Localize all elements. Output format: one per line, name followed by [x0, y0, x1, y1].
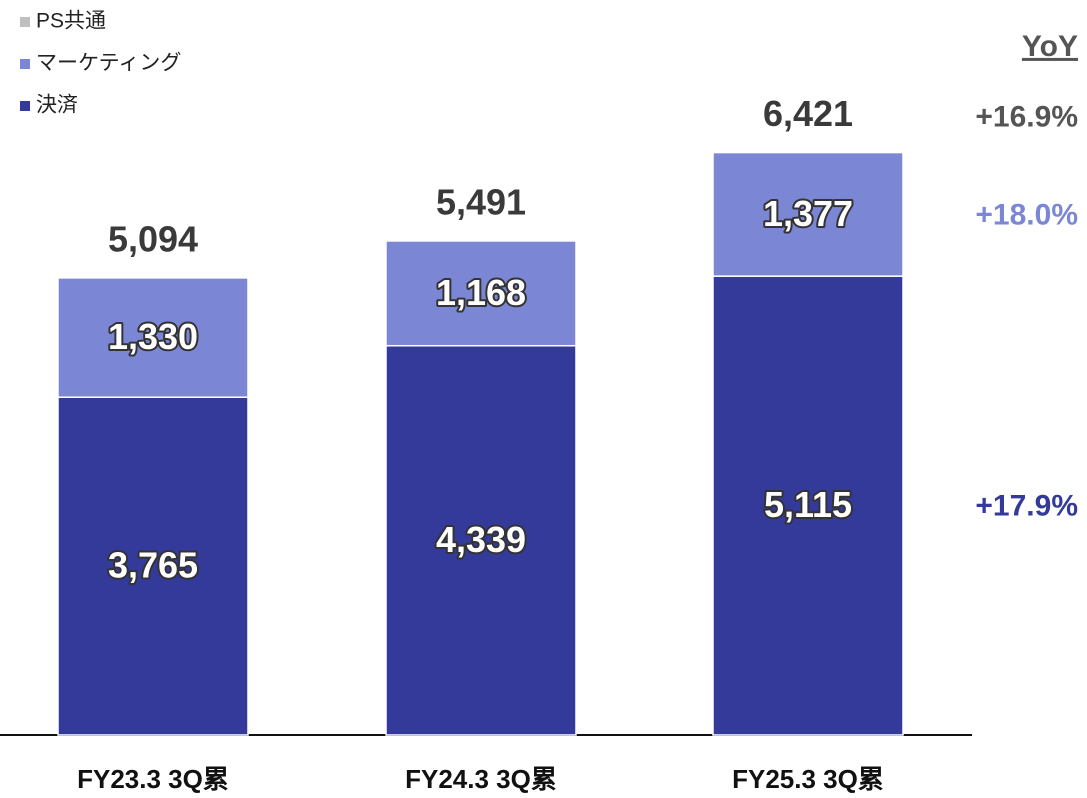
- legend-swatch: [20, 59, 30, 69]
- x-tick-label: FY23.3 3Q累: [77, 764, 229, 794]
- segment-label: 1,168: [436, 272, 526, 313]
- segment-label: 4,339: [436, 519, 526, 560]
- bar-segment: [712, 275, 904, 736]
- bar-segment: [57, 396, 249, 736]
- yoy-segment: +18.0%: [975, 198, 1078, 231]
- yoy-total: +16.9%: [975, 100, 1078, 133]
- segment-label: 3,765: [108, 545, 198, 586]
- segment-label: 1,330: [108, 316, 198, 357]
- legend-swatch: [20, 101, 30, 111]
- bar-segment: [57, 277, 249, 398]
- bar-segment: [385, 240, 577, 347]
- total-label: 6,421: [763, 93, 853, 134]
- total-label: 5,491: [436, 181, 526, 222]
- total-label: 5,094: [108, 218, 198, 259]
- legend-label: マーケティング: [36, 52, 181, 75]
- legend-label: PS共通: [36, 10, 106, 33]
- bar-segment: [385, 344, 577, 736]
- legend-swatch: [20, 17, 30, 27]
- x-tick-label: FY25.3 3Q累: [732, 764, 884, 794]
- segment-label: 1,377: [763, 193, 853, 234]
- bar-segment: [712, 151, 904, 277]
- yoy-title: YoY: [1022, 30, 1078, 63]
- legend-label: 決済: [36, 94, 78, 117]
- x-tick-label: FY24.3 3Q累: [405, 764, 557, 794]
- segment-label: 5,115: [764, 484, 852, 525]
- yoy-segment: +17.9%: [975, 489, 1078, 522]
